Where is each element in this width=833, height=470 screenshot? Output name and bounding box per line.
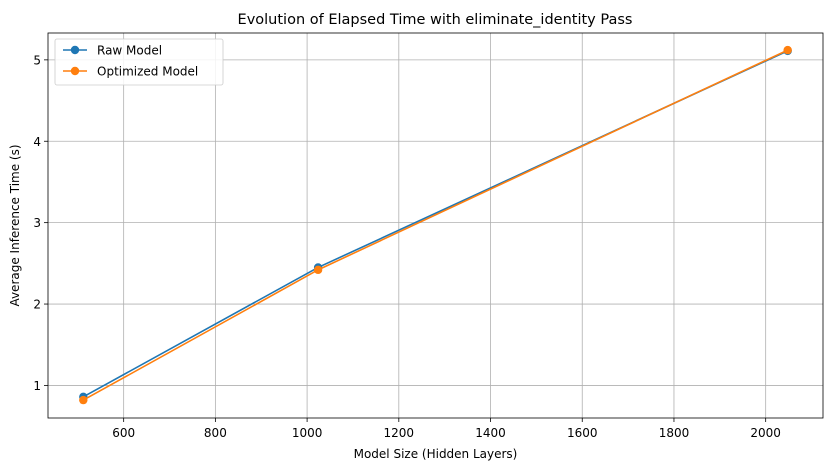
legend-marker (70, 45, 80, 55)
data-point (79, 395, 88, 405)
x-tick-label: 1600 (567, 426, 598, 440)
x-tick-label: 1400 (475, 426, 506, 440)
series-layer (79, 45, 792, 405)
legend-label: Optimized Model (97, 65, 198, 79)
legend-label: Raw Model (97, 44, 162, 58)
legend-marker (70, 66, 80, 76)
axis-ticks: 600 800 1000 1200 1400 1600 1800 2000 1 2 3 4 5 (33, 53, 781, 440)
x-tick-label: 2000 (750, 426, 781, 440)
y-axis-label: Average Inference Time (s) (8, 144, 22, 306)
y-tick-label: 1 (33, 379, 41, 393)
x-tick-label: 600 (112, 426, 135, 440)
series-line (82, 50, 789, 398)
x-tick-label: 1200 (384, 426, 415, 440)
chart-title: Evolution of Elapsed Time with eliminate… (238, 12, 633, 28)
x-tick-label: 1800 (659, 426, 690, 440)
data-point (313, 265, 323, 275)
x-axis-label: Model Size (Hidden Layers) (354, 447, 518, 461)
plot-area-frame (47, 32, 824, 419)
y-tick-label: 3 (33, 216, 41, 230)
legend: Raw Model Optimized Model (54, 38, 224, 86)
data-point (783, 45, 792, 55)
grid (48, 33, 823, 418)
series-line (82, 49, 789, 401)
x-tick-label: 800 (204, 426, 227, 440)
y-tick-label: 5 (33, 53, 41, 67)
legend-box (54, 38, 224, 86)
y-tick-label: 2 (33, 298, 41, 312)
x-tick-label: 1000 (292, 426, 323, 440)
y-tick-label: 4 (33, 135, 41, 149)
